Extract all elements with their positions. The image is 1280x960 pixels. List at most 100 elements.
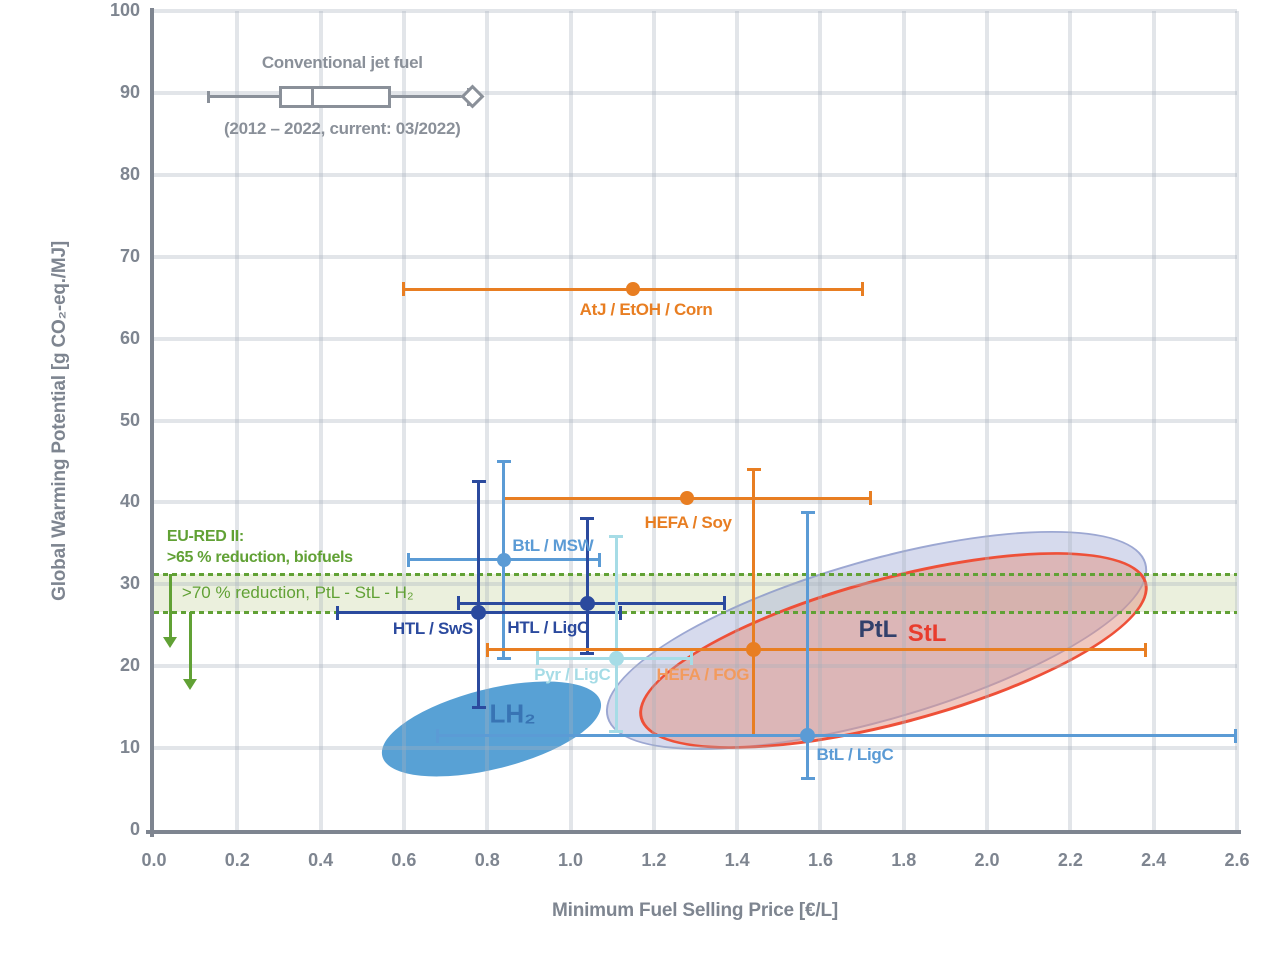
threshold-arrow-line bbox=[188, 612, 192, 680]
jetfuel-box bbox=[278, 85, 392, 108]
gridline-x bbox=[1235, 11, 1239, 830]
gridline-y bbox=[154, 664, 1237, 669]
x-tick-label: 2.2 bbox=[1057, 850, 1083, 870]
y-axis-title-text: Global Warming Potential [g CO₂-eq./MJ] bbox=[49, 240, 70, 601]
gridline-y bbox=[154, 418, 1237, 423]
xerr-cap-hefa-soy bbox=[868, 491, 872, 506]
label-btl-ligc: BtL / LigC bbox=[816, 744, 894, 764]
gridline-x bbox=[818, 11, 823, 830]
gridline-x bbox=[485, 11, 490, 830]
y-axis-title: Global Warming Potential [g CO₂-eq./MJ] bbox=[40, 11, 80, 830]
yerr-btl-ligc bbox=[806, 512, 810, 779]
point-btl-msw bbox=[496, 552, 511, 567]
label-htl-ligc: HTL / LigC bbox=[507, 618, 590, 638]
x-tick-label: 1.2 bbox=[641, 850, 667, 870]
yerr-hefa-fog bbox=[752, 469, 756, 736]
xerr-cap-pyr-ligc bbox=[535, 651, 539, 665]
y-tick-label: 0 bbox=[129, 819, 140, 839]
yerr-cap-htl-sws bbox=[471, 480, 486, 484]
yerr-htl-ligc bbox=[585, 518, 589, 654]
label-hefa-soy: HEFA / Soy bbox=[644, 513, 732, 533]
point-atj-etoh-corn bbox=[626, 282, 641, 297]
yerr-cap-pyr-ligc bbox=[609, 730, 624, 734]
eu-red-band-edge bbox=[154, 611, 1237, 615]
gridline-y bbox=[154, 90, 1237, 95]
x-tick-label: 0.0 bbox=[141, 850, 167, 870]
gridline-y bbox=[154, 582, 1237, 587]
xerr-cap-hefa-fog bbox=[1143, 642, 1147, 657]
yerr-cap-btl-msw bbox=[496, 656, 511, 660]
annotation-lh2: LH₂ bbox=[489, 698, 536, 729]
x-tick-label: 1.4 bbox=[724, 850, 750, 870]
y-axis-line bbox=[150, 8, 154, 837]
gridline-x bbox=[235, 11, 240, 830]
xerr-cap-btl-ligc bbox=[1234, 728, 1237, 743]
eu-red-heading-line: EU-RED II: bbox=[166, 527, 244, 545]
yerr-cap-btl-msw bbox=[496, 459, 511, 463]
jetfuel-whisker-cap-left bbox=[206, 90, 210, 103]
xerr-cap-htl-ligc bbox=[456, 596, 460, 611]
label-pyr-ligc: Pyr / LigC bbox=[534, 665, 611, 684]
jetfuel-sublabel: (2012 – 2022, current: 03/2022) bbox=[224, 118, 461, 138]
y-tick-label: 50 bbox=[119, 409, 140, 430]
x-tick-label: 0.6 bbox=[391, 850, 417, 870]
xerr-cap-atj-etoh-corn bbox=[860, 282, 864, 297]
plot-area: Conventional jet fuel (2012 – 2022, curre… bbox=[110, 0, 1250, 870]
y-tick-label: 100 bbox=[109, 0, 140, 20]
y-tick-label: 60 bbox=[119, 327, 140, 348]
xerr-cap-pyr-ligc bbox=[689, 651, 693, 665]
yerr-cap-btl-ligc bbox=[800, 510, 815, 514]
eu-red-heading: EU-RED II: >65 % reduction, biofuels bbox=[167, 526, 353, 568]
xerr-cap-hefa-fog bbox=[485, 642, 489, 657]
y-tick-label: 20 bbox=[119, 655, 140, 676]
label-btl-msw: BtL / MSW bbox=[512, 535, 594, 555]
x-tick-label: 2.4 bbox=[1141, 850, 1167, 870]
gridline-x bbox=[901, 11, 906, 830]
gridline-y bbox=[154, 172, 1237, 177]
point-hefa-fog bbox=[746, 642, 762, 658]
x-tick-label: 1.8 bbox=[891, 850, 917, 870]
gridline-x bbox=[1068, 11, 1073, 830]
gridline-x bbox=[735, 11, 740, 830]
x-tick-label: 0.4 bbox=[308, 850, 334, 870]
annotation-ptl: PtL bbox=[858, 616, 898, 644]
x-axis-title: Minimum Fuel Selling Price [€/L] bbox=[551, 900, 839, 921]
yerr-cap-htl-sws bbox=[471, 705, 486, 709]
threshold-arrow-line bbox=[169, 573, 173, 639]
xerr-cap-htl-ligc bbox=[723, 596, 727, 611]
x-tick-label: 1.0 bbox=[558, 850, 584, 870]
x-tick-label: 1.6 bbox=[807, 850, 833, 870]
x-tick-label: 0.8 bbox=[474, 850, 500, 870]
point-pyr-ligc bbox=[608, 650, 624, 666]
y-tick-label: 10 bbox=[119, 737, 140, 758]
yerr-cap-htl-ligc bbox=[580, 517, 595, 521]
xerr-cap-btl-msw bbox=[406, 552, 410, 567]
xerr-hefa-fog bbox=[487, 648, 1146, 652]
yerr-cap-pyr-ligc bbox=[609, 535, 624, 539]
gridline-y bbox=[154, 500, 1237, 505]
yerr-cap-hefa-fog bbox=[746, 468, 761, 472]
gridline-x bbox=[568, 11, 573, 830]
point-htl-sws bbox=[471, 605, 487, 621]
jetfuel-current-diamond bbox=[460, 84, 485, 110]
gridline-x bbox=[1151, 11, 1156, 830]
y-tick-label: 30 bbox=[119, 573, 140, 594]
eu-red-heading-line: >65 % reduction, biofuels bbox=[166, 548, 353, 566]
x-tick-label: 2.6 bbox=[1224, 850, 1250, 870]
xerr-btl-ligc bbox=[437, 734, 1237, 738]
y-tick-label: 40 bbox=[119, 491, 140, 512]
threshold-arrow-head bbox=[182, 678, 197, 690]
xerr-cap-btl-msw bbox=[598, 552, 602, 567]
y-tick-label: 90 bbox=[119, 81, 140, 102]
gridline-y bbox=[154, 336, 1237, 341]
gridline-y bbox=[154, 254, 1237, 259]
eu-red-band-label: >70 % reduction, PtL - StL - H₂ bbox=[181, 582, 414, 602]
y-tick-label: 80 bbox=[119, 163, 140, 184]
xerr-cap-btl-ligc bbox=[435, 728, 439, 743]
annotation-stl: StL bbox=[907, 620, 947, 648]
x-tick-label: 0.2 bbox=[224, 850, 250, 870]
gridline-x bbox=[401, 11, 406, 830]
jetfuel-label: Conventional jet fuel bbox=[261, 53, 423, 73]
point-htl-ligc bbox=[579, 595, 595, 611]
